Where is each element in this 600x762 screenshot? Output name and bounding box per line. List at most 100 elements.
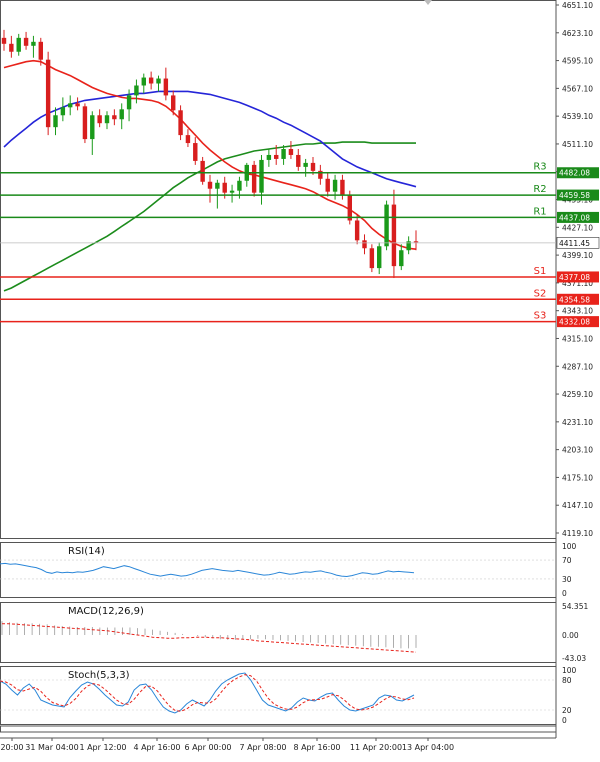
level-price-box-s1 bbox=[557, 271, 599, 283]
level-price-box-r1 bbox=[557, 211, 599, 223]
candle bbox=[229, 184, 235, 203]
candle bbox=[200, 156, 205, 185]
level-tag-r1: R1 bbox=[533, 206, 546, 217]
candle bbox=[45, 51, 51, 136]
price-tick-label: 4343.10 bbox=[562, 307, 593, 316]
price-tick-label: 4315.10 bbox=[562, 334, 593, 343]
candle bbox=[259, 154, 264, 205]
candle bbox=[354, 214, 360, 245]
price-tick-label: 4203.10 bbox=[562, 446, 593, 455]
candle-body bbox=[38, 41, 43, 60]
level-price-label-s1: 4377.08 bbox=[559, 273, 590, 282]
candle-body bbox=[23, 37, 29, 46]
price-tick-label: 4511.10 bbox=[562, 140, 593, 149]
candle bbox=[75, 97, 80, 111]
candle-body bbox=[112, 115, 117, 120]
candle bbox=[325, 172, 330, 197]
price-tick-label: 4595.10 bbox=[562, 57, 593, 66]
time-tick-label: 7 Apr 08:00 bbox=[239, 743, 286, 752]
macd-tick-label: 0.00 bbox=[562, 631, 579, 640]
candle bbox=[53, 107, 58, 136]
candle-body bbox=[318, 170, 323, 179]
candle bbox=[97, 109, 102, 128]
candle-body bbox=[60, 107, 66, 116]
candle-body bbox=[354, 220, 360, 241]
candle-body bbox=[281, 149, 286, 159]
candle-body bbox=[347, 194, 352, 221]
candle bbox=[119, 103, 124, 130]
candle bbox=[318, 164, 323, 185]
price-tick-label: 4651.10 bbox=[562, 1, 593, 10]
candle-body bbox=[207, 181, 213, 189]
candle bbox=[296, 149, 301, 171]
price-tick-label: 4567.10 bbox=[562, 84, 593, 93]
level-tag-s1: S1 bbox=[534, 266, 547, 277]
ma-blue-line bbox=[3, 90, 417, 188]
price-tick-label: 4147.10 bbox=[562, 501, 593, 510]
candle-body bbox=[362, 240, 367, 249]
price-tick-label: 4259.10 bbox=[562, 390, 593, 399]
candle-body bbox=[215, 182, 220, 189]
candle-body bbox=[369, 248, 375, 269]
time-tick-label: 13 Apr 04:00 bbox=[402, 743, 454, 752]
rsi-tick-label: 100 bbox=[562, 542, 577, 551]
candle bbox=[310, 156, 316, 175]
time-tick-label: 20:00 bbox=[0, 743, 23, 752]
candle-body bbox=[251, 164, 257, 193]
candle bbox=[23, 31, 29, 50]
level-tag-s2: S2 bbox=[534, 288, 547, 299]
candle-body bbox=[200, 160, 205, 182]
candle-body bbox=[185, 135, 191, 144]
macd-signal-line bbox=[2, 623, 417, 653]
level-price-label-r3: 4482.08 bbox=[559, 169, 590, 178]
candle-body bbox=[310, 162, 316, 171]
candle bbox=[82, 103, 88, 144]
level-price-label-r1: 4437.08 bbox=[559, 213, 590, 222]
candle bbox=[1, 29, 7, 51]
candle-body bbox=[222, 182, 227, 193]
candle-body bbox=[296, 154, 301, 167]
candle bbox=[185, 129, 191, 148]
level-price-box-r2 bbox=[557, 189, 599, 201]
candle bbox=[112, 109, 117, 126]
candle bbox=[38, 37, 43, 66]
rsi-label: RSI(14) bbox=[68, 546, 105, 557]
candle-body bbox=[82, 106, 88, 140]
level-price-label-s3: 4332.08 bbox=[559, 318, 590, 327]
price-tick-label: 4427.10 bbox=[562, 223, 593, 232]
price-tick-label: 4119.10 bbox=[562, 529, 593, 538]
candle-body bbox=[229, 190, 235, 193]
candle bbox=[215, 179, 220, 209]
candle bbox=[148, 71, 154, 90]
candle bbox=[141, 73, 146, 94]
level-tag-r2: R2 bbox=[533, 184, 546, 195]
candle bbox=[406, 236, 411, 255]
candle-body bbox=[104, 115, 110, 124]
price-tick-label: 4399.10 bbox=[562, 251, 593, 260]
ma-green-line bbox=[3, 141, 416, 292]
candle-body bbox=[90, 115, 95, 140]
time-tick-label: 6 Apr 00:00 bbox=[184, 743, 231, 752]
candle-body bbox=[156, 78, 161, 84]
stoch-tick-label: 0 bbox=[562, 716, 567, 725]
candle bbox=[171, 90, 176, 116]
rsi-line bbox=[0, 562, 415, 578]
candle bbox=[90, 111, 95, 155]
stoch-d-line bbox=[0, 674, 415, 712]
candle-body bbox=[413, 241, 419, 243]
rsi-tick-label: 0 bbox=[562, 589, 567, 598]
time-tick-label: 8 Apr 16:00 bbox=[293, 743, 340, 752]
stoch-label: Stoch(5,3,3) bbox=[68, 670, 130, 681]
candle bbox=[251, 160, 257, 197]
level-price-label-s2: 4354.58 bbox=[559, 295, 590, 304]
bottom-spacer-panel bbox=[0, 725, 557, 733]
rsi-tick-label: 30 bbox=[562, 575, 572, 584]
candle bbox=[60, 97, 66, 122]
candle bbox=[303, 158, 308, 177]
price-tick-label: 4371.10 bbox=[562, 279, 593, 288]
candle-body bbox=[1, 37, 7, 44]
candle-body bbox=[384, 204, 389, 247]
candle-body bbox=[9, 43, 14, 52]
